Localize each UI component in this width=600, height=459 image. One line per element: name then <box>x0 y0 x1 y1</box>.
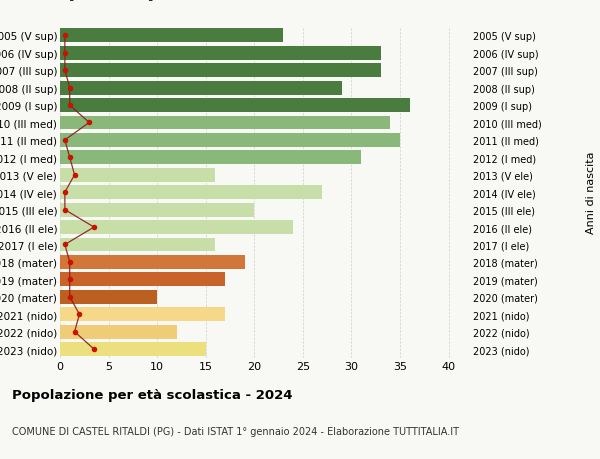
Point <box>60 50 70 57</box>
Bar <box>60 203 254 217</box>
Point <box>60 137 70 144</box>
Point <box>89 346 99 353</box>
Point <box>70 328 79 336</box>
Point <box>70 172 79 179</box>
Bar <box>60 255 245 269</box>
Text: Anni di nascita: Anni di nascita <box>586 151 596 234</box>
Point <box>60 241 70 249</box>
Point <box>65 293 74 301</box>
Bar <box>60 342 206 356</box>
Bar <box>60 151 361 165</box>
Bar <box>60 273 225 287</box>
Bar <box>60 221 293 235</box>
Bar <box>60 81 342 95</box>
Bar <box>60 325 176 339</box>
Point <box>60 33 70 40</box>
Bar <box>60 99 410 113</box>
Legend: Sec. II grado, Sec. I grado, Scuola Primaria, Scuola Infanzia, Asilo Nido, Stran: Sec. II grado, Sec. I grado, Scuola Prim… <box>22 0 506 5</box>
Point <box>65 85 74 92</box>
Point <box>65 259 74 266</box>
Point <box>65 102 74 110</box>
Bar <box>60 116 390 130</box>
Point <box>89 224 99 231</box>
Point <box>65 154 74 162</box>
Bar <box>60 290 157 304</box>
Point <box>60 189 70 196</box>
Text: COMUNE DI CASTEL RITALDI (PG) - Dati ISTAT 1° gennaio 2024 - Elaborazione TUTTIT: COMUNE DI CASTEL RITALDI (PG) - Dati IST… <box>12 426 459 436</box>
Bar <box>60 238 215 252</box>
Point <box>65 276 74 283</box>
Point <box>74 311 84 318</box>
Bar <box>60 29 283 43</box>
Point <box>60 67 70 75</box>
Bar <box>60 308 225 321</box>
Point <box>60 207 70 214</box>
Bar <box>60 168 215 182</box>
Bar <box>60 134 400 147</box>
Bar <box>60 64 380 78</box>
Bar <box>60 186 322 200</box>
Point <box>85 119 94 127</box>
Text: Popolazione per età scolastica - 2024: Popolazione per età scolastica - 2024 <box>12 389 293 402</box>
Bar <box>60 47 380 61</box>
